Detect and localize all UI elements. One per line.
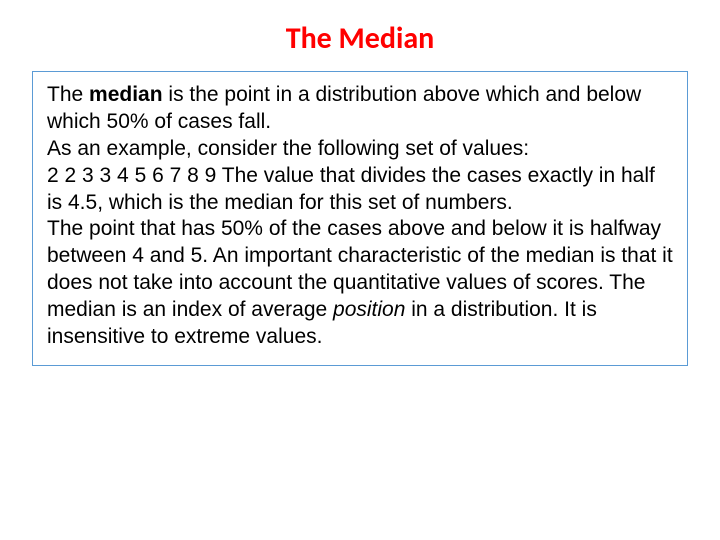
text-run-1: The <box>47 83 89 106</box>
text-run-position-italic: position <box>333 298 405 321</box>
body-text: The median is the point in a distributio… <box>47 82 673 351</box>
content-box: The median is the point in a distributio… <box>32 71 688 366</box>
slide-container: The Median The median is the point in a … <box>0 0 720 540</box>
text-run-5: 2 2 3 3 4 5 6 7 8 9 The value that divid… <box>47 164 655 214</box>
slide-title: The Median <box>32 20 688 57</box>
text-run-4: As an example, consider the following se… <box>47 137 529 160</box>
text-run-median-bold: median <box>89 83 163 106</box>
